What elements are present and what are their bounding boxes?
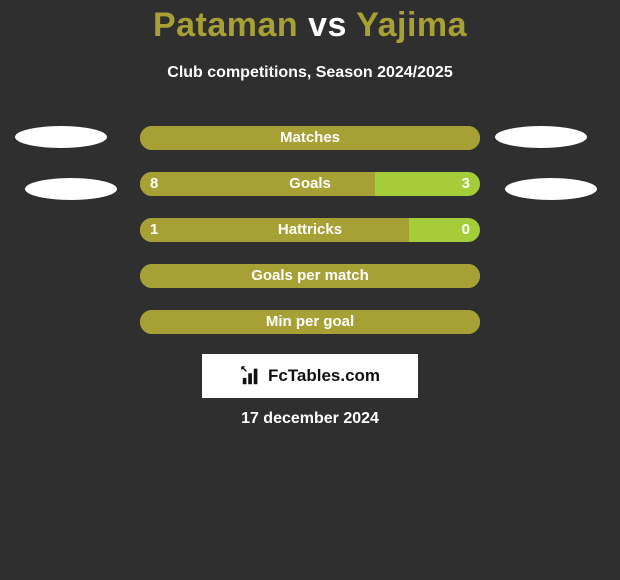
stat-row: Matches: [140, 126, 480, 150]
stat-bar-left-fill: [140, 218, 409, 242]
stat-bar-left-fill: [140, 264, 480, 288]
avatar-shadow-right-2: [505, 178, 597, 200]
avatar-shadow-left-2: [25, 178, 117, 200]
stat-row: Goals per match: [140, 264, 480, 288]
stat-bar-left-fill: [140, 126, 480, 150]
stat-bars: Matches Goals83 Hattricks10 Goals per match…: [140, 126, 480, 356]
date-text: 17 december 2024: [0, 410, 620, 428]
stat-bar-track: [140, 218, 480, 242]
subtitle: Club competitions, Season 2024/2025: [0, 64, 620, 82]
title-player1: Pataman: [153, 6, 298, 44]
title-player2: Yajima: [356, 6, 467, 44]
bar-chart-icon: [240, 365, 262, 387]
stat-bar-track: [140, 172, 480, 196]
page-title: Pataman vs Yajima: [0, 6, 620, 45]
stat-bar-track: [140, 310, 480, 334]
stat-row: Hattricks10: [140, 218, 480, 242]
stat-bar-left-fill: [140, 172, 375, 196]
stat-row: Min per goal: [140, 310, 480, 334]
avatar-shadow-left-1: [15, 126, 107, 148]
avatar-shadow-right-1: [495, 126, 587, 148]
logo-box: FcTables.com: [202, 354, 418, 398]
title-vs: vs: [308, 6, 347, 44]
stat-bar-left-fill: [140, 310, 480, 334]
logo-text: FcTables.com: [268, 366, 380, 386]
stat-comparison-card: Pataman vs Yajima Club competitions, Sea…: [0, 0, 620, 580]
stat-bar-track: [140, 126, 480, 150]
stat-bar-track: [140, 264, 480, 288]
stat-row: Goals83: [140, 172, 480, 196]
